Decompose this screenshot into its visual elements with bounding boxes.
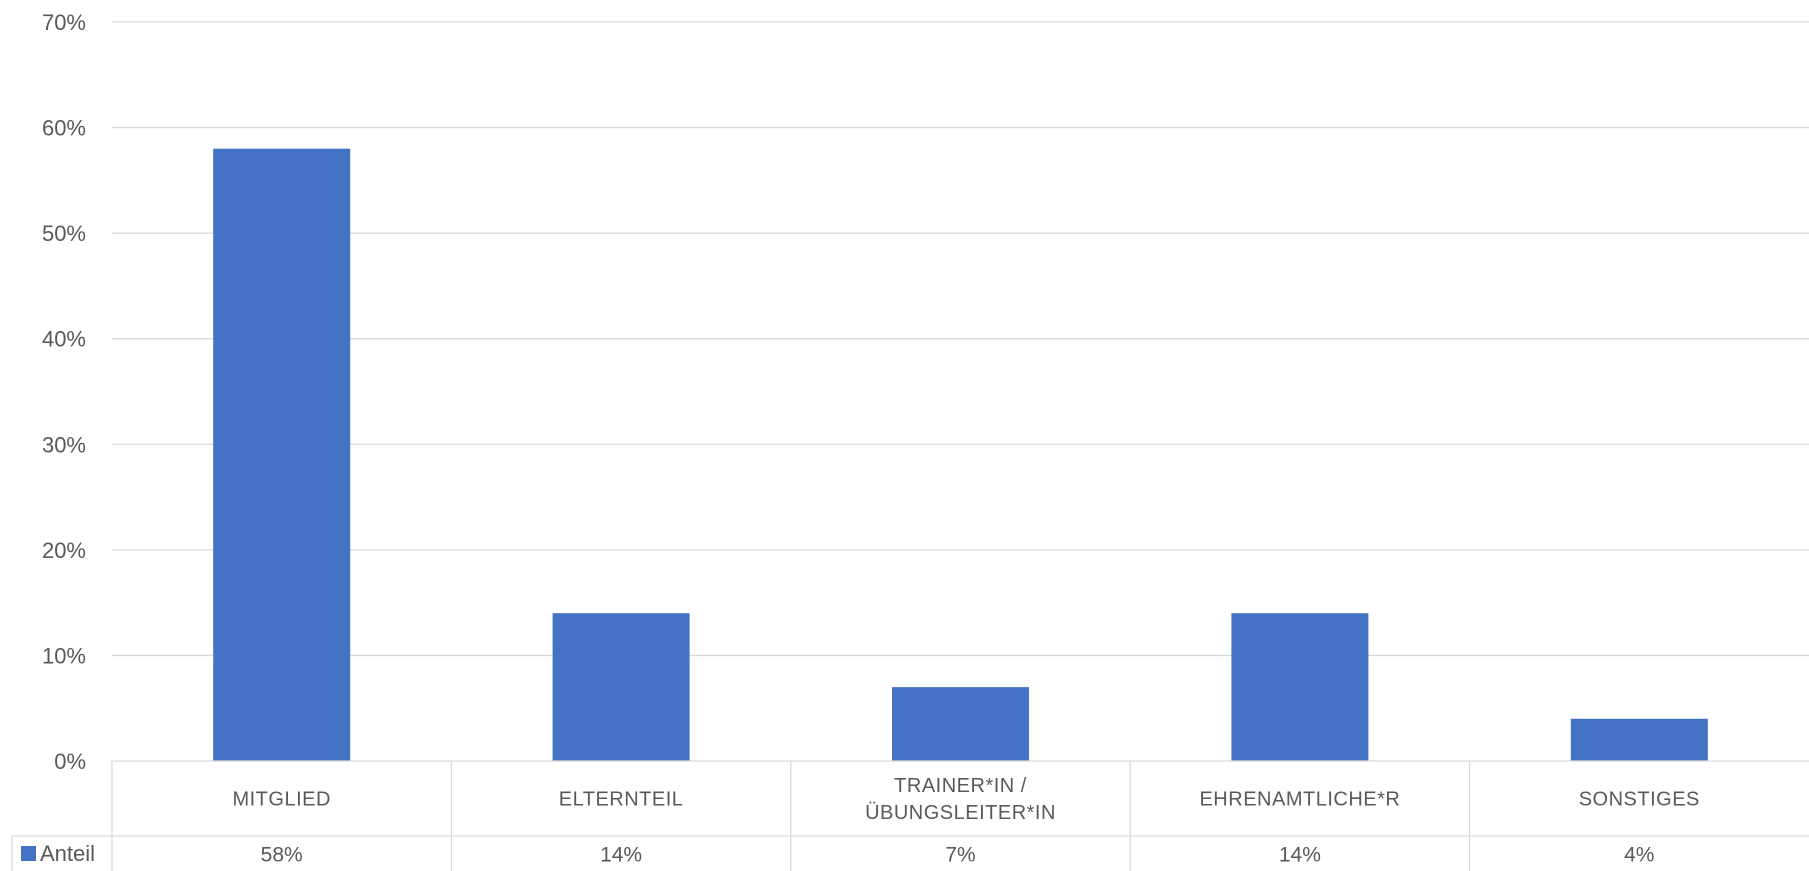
value-label: 58% <box>261 844 303 867</box>
y-tick-label: 0% <box>54 749 86 774</box>
category-label-line: EHRENAMTLICHE*R <box>1199 789 1400 811</box>
value-label: 4% <box>1624 844 1654 867</box>
y-tick-label: 70% <box>42 10 86 35</box>
y-tick-label: 10% <box>42 643 86 668</box>
category-label: MITGLIED <box>232 789 330 811</box>
y-tick-label: 20% <box>42 538 86 563</box>
bar-sonstiges <box>1570 718 1708 761</box>
bar-trainer-in-übungsleiter-in <box>892 687 1029 761</box>
y-tick-label: 50% <box>42 221 86 246</box>
legend-swatch <box>21 846 36 861</box>
category-label-line: MITGLIED <box>232 789 330 811</box>
bars <box>213 148 1708 761</box>
bar-mitglied <box>213 148 351 761</box>
category-label-line: TRAINER*IN / <box>894 775 1027 797</box>
category-label: TRAINER*IN / ÜBUNGSLEITER*IN <box>865 775 1056 824</box>
y-tick-label: 30% <box>42 432 86 457</box>
category-label-line: SONSTIGES <box>1579 789 1700 811</box>
value-label: 14% <box>1279 844 1321 867</box>
data-table: MITGLIED ELTERNTEIL TRAINER*IN / ÜBUNGSLEIT… <box>11 760 1809 871</box>
category-label: EHRENAMTLICHE*R <box>1199 789 1400 811</box>
bar-elternteil <box>552 613 690 761</box>
category-label: SONSTIGES <box>1579 789 1700 811</box>
category-label-line: ELTERNTEIL <box>559 789 684 811</box>
value-label: 7% <box>945 844 975 867</box>
value-label: 14% <box>600 844 642 867</box>
y-axis: 0% 10% 20% 30% 40% 50% 60% 70% <box>42 10 86 774</box>
gridlines <box>112 21 1809 657</box>
category-label-line: ÜBUNGSLEITER*IN <box>865 802 1056 824</box>
bar-ehrenamtliche-r <box>1231 613 1369 761</box>
y-tick-label: 40% <box>42 327 86 352</box>
category-label: ELTERNTEIL <box>559 789 684 811</box>
legend-label: Anteil <box>40 841 95 866</box>
y-tick-label: 60% <box>42 116 86 141</box>
